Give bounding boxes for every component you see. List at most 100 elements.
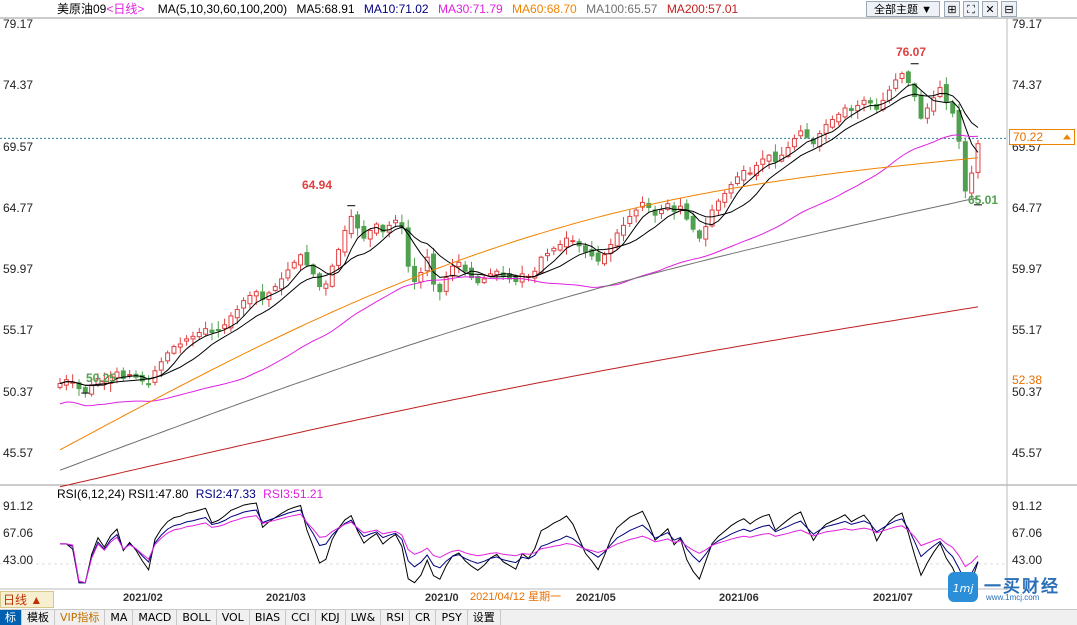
- rsi-axis-left-2: 43.00: [3, 553, 34, 567]
- candle-up: [488, 273, 493, 277]
- toolbar-item-1[interactable]: 模板: [22, 610, 55, 625]
- period-link[interactable]: <日线>: [106, 2, 145, 16]
- ma100-value: MA100:65.57: [586, 2, 658, 16]
- toolbar-item-13[interactable]: PSY: [436, 610, 468, 625]
- candle-up: [158, 361, 164, 371]
- toolbar-item-7[interactable]: BIAS: [250, 610, 287, 625]
- toolbar-item-3[interactable]: MA: [105, 610, 134, 625]
- candle-up: [348, 215, 354, 235]
- candle-down: [399, 222, 405, 229]
- cursor-date-label: 2021/04/12 星期一: [468, 590, 564, 604]
- period-tab[interactable]: 日线 ▲: [0, 591, 54, 608]
- candle-down: [804, 129, 810, 138]
- candle-down: [76, 382, 82, 390]
- candle-down: [684, 203, 690, 220]
- candle-up: [886, 89, 892, 101]
- candle-up: [190, 335, 196, 340]
- candle-down: [355, 214, 361, 229]
- candle-up: [323, 283, 329, 289]
- candle-up: [570, 240, 576, 243]
- toolbar-item-2[interactable]: VIP指标: [55, 610, 106, 625]
- gridlines: [0, 17, 1077, 590]
- rsi-header: RSI(6,12,24) RSI1:47.80 RSI2:47.33 RSI3:…: [57, 487, 323, 501]
- grid-toggle-button[interactable]: ⊞: [944, 1, 960, 17]
- toolbar-item-9[interactable]: KDJ: [316, 610, 346, 625]
- candle-up: [602, 254, 607, 265]
- candle-up: [658, 209, 664, 215]
- candle-up: [931, 97, 937, 112]
- candle-up: [614, 232, 620, 247]
- rsi-axis-right-2: 43.00: [1012, 553, 1043, 567]
- ma-price-tag: 52.38: [1012, 373, 1043, 387]
- tile-button[interactable]: ⊟: [1001, 1, 1017, 17]
- candle-up: [639, 201, 645, 208]
- theme-select-label: 全部主题: [874, 4, 919, 16]
- ma30-value: MA30:71.79: [437, 2, 503, 16]
- toolbar-item-0[interactable]: 标: [0, 610, 22, 625]
- price-arrow-icon: [1063, 134, 1071, 140]
- toolbar-item-14[interactable]: 设置: [468, 610, 501, 625]
- toolbar-item-12[interactable]: CR: [410, 610, 437, 625]
- candle-up: [228, 315, 234, 329]
- candle-up: [272, 286, 278, 291]
- candle-up: [836, 113, 842, 123]
- toolbar-item-4[interactable]: MACD: [133, 610, 178, 625]
- high-annotation-2: 76.07: [896, 45, 927, 59]
- low-annotation-2: 65.01: [968, 193, 999, 207]
- candle-down: [513, 276, 519, 282]
- candle-down: [317, 273, 323, 288]
- candle-up: [747, 172, 753, 175]
- candle-down: [874, 103, 880, 110]
- candle-up: [823, 124, 829, 134]
- toolbar-item-6[interactable]: VOL: [217, 610, 250, 625]
- candle-up: [545, 252, 550, 257]
- price-axis-label-r: 55.17: [1012, 323, 1043, 337]
- toolbar-item-11[interactable]: RSI: [381, 610, 411, 625]
- candle-up: [203, 328, 209, 335]
- price-axis-label-l: 45.57: [3, 446, 34, 460]
- logo-url: www.1mcj.com: [986, 593, 1040, 602]
- close-button[interactable]: ✕: [982, 1, 998, 17]
- candle-up: [861, 99, 867, 105]
- close-icon: ✕: [985, 4, 995, 16]
- current-price-tag: 70.22: [1009, 129, 1075, 145]
- candle-up: [627, 215, 633, 225]
- candle-up: [937, 87, 943, 98]
- toolbar-item-8[interactable]: CCI: [286, 610, 316, 625]
- candle-up: [101, 380, 107, 383]
- candle-up: [791, 138, 797, 148]
- candle-up: [753, 164, 759, 177]
- candle-down: [215, 329, 221, 332]
- candle-up: [709, 209, 715, 227]
- candle-up: [329, 265, 335, 287]
- candle-down: [380, 224, 386, 233]
- price-axis-label-l: 64.77: [3, 201, 34, 215]
- candle-down: [950, 102, 956, 114]
- candle-up: [165, 352, 171, 362]
- candle-up: [393, 219, 399, 224]
- candle-up: [633, 209, 639, 217]
- candle-down: [462, 264, 468, 272]
- candle-up: [538, 256, 544, 273]
- candle-up: [715, 200, 721, 211]
- theme-select[interactable]: 全部主题 ▼: [866, 1, 940, 17]
- toolbar-item-5[interactable]: BOLL: [177, 610, 217, 625]
- date-label-jun: 2021/06: [719, 592, 759, 604]
- ma10-value: MA10:71.02: [363, 2, 429, 16]
- candle-down: [583, 245, 588, 253]
- svg-text:1mj: 1mj: [953, 582, 975, 595]
- chevron-down-icon: ▼: [921, 4, 932, 16]
- candle-up: [703, 226, 709, 240]
- ma5-value: MA5:68.91: [296, 2, 355, 16]
- candle-up: [177, 343, 183, 348]
- candle-down: [962, 141, 968, 192]
- fullscreen-button[interactable]: ⛶: [963, 1, 979, 17]
- candle-up: [741, 170, 747, 181]
- indicator-toolbar: 标模板 VIP指标 MA MACD BOLL VOL BIAS CCI KDJ LW& RSI CR P…: [0, 609, 1077, 625]
- candle-up: [557, 243, 563, 251]
- rsi-axis-left-1: 67.06: [3, 526, 34, 540]
- toolbar-item-10[interactable]: LW&: [346, 610, 382, 625]
- candle-up: [564, 237, 569, 248]
